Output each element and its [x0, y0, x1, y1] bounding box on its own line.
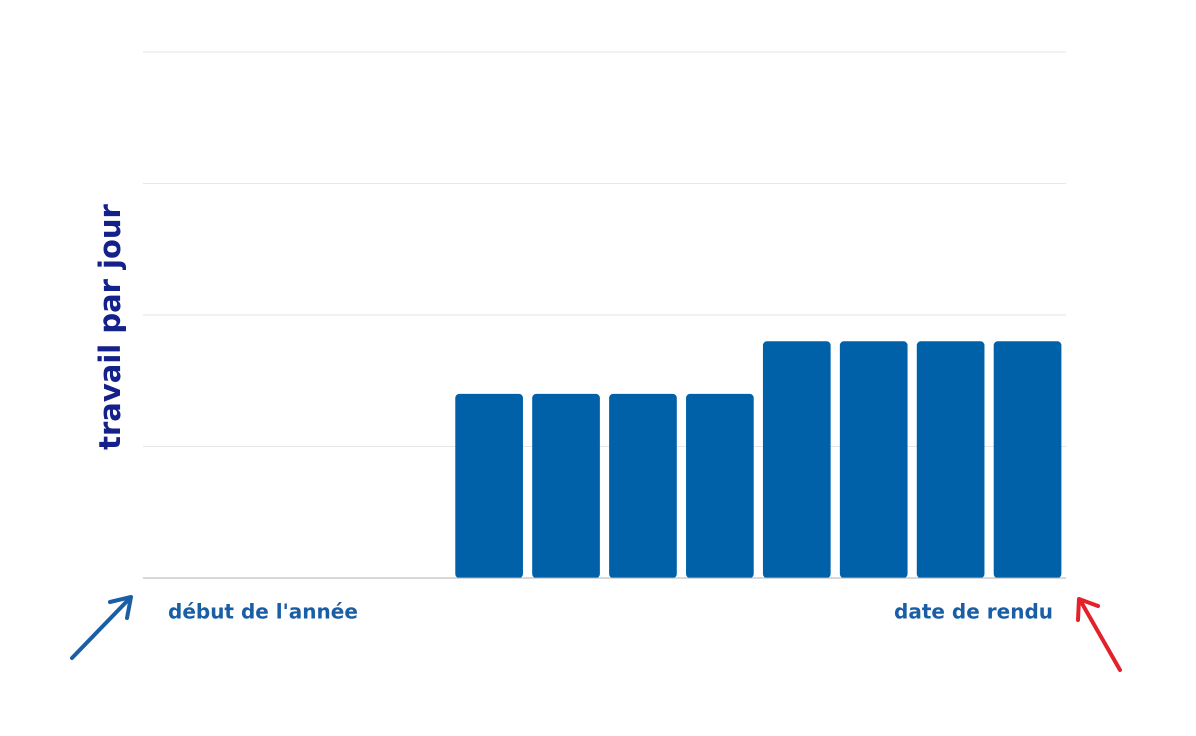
bar	[839, 341, 908, 578]
annotation: date de rendu	[894, 600, 1053, 624]
start-arrow	[70, 595, 133, 660]
bar	[532, 393, 600, 578]
y-axis-label: travail par jour	[93, 203, 127, 449]
bar	[609, 393, 677, 578]
bar	[993, 341, 1062, 578]
bar	[455, 393, 523, 578]
bar	[916, 341, 985, 578]
bar	[762, 341, 831, 578]
bar	[686, 393, 754, 578]
end-arrow	[1076, 597, 1122, 672]
annotation: début de l'année	[168, 600, 358, 624]
